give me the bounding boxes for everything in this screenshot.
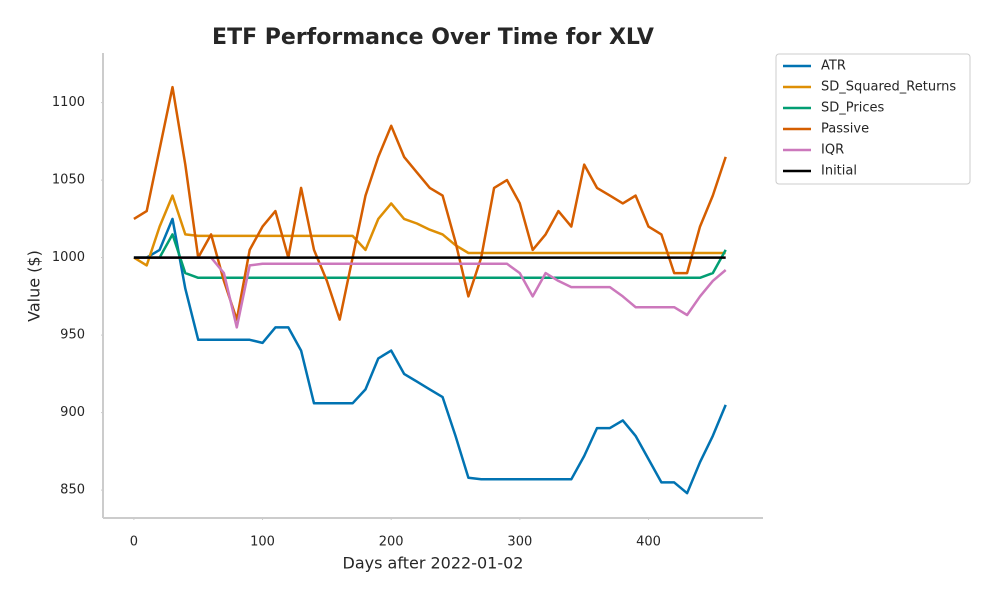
y-axis-label: Value ($) — [25, 250, 44, 322]
legend-label: IQR — [821, 143, 844, 158]
x-tick-label: 400 — [636, 535, 661, 550]
series-line — [133, 194, 726, 267]
x-tick-label: 100 — [250, 535, 275, 550]
legend-label: Passive — [821, 122, 869, 137]
chart-title: ETF Performance Over Time for XLV — [212, 25, 654, 50]
legend-label: SD_Squared_Returns — [821, 80, 956, 95]
y-tick-label: 900 — [60, 405, 85, 420]
series-line — [133, 256, 727, 329]
legend-label: ATR — [821, 59, 846, 74]
x-axis-label: Days after 2022-01-02 — [343, 554, 524, 573]
y-tick-label: 850 — [60, 483, 85, 498]
legend — [775, 53, 971, 185]
x-tick-label: 0 — [130, 535, 138, 550]
x-tick-label: 300 — [507, 535, 532, 550]
series-line — [133, 233, 727, 280]
legend-label: SD_Prices — [821, 101, 884, 116]
y-tick-label: 1100 — [52, 95, 85, 110]
series-line — [133, 85, 727, 321]
y-tick-label: 1000 — [52, 250, 85, 265]
legend-label: Initial — [821, 164, 857, 179]
y-tick-label: 950 — [60, 328, 85, 343]
y-tick-label: 1050 — [52, 173, 85, 188]
x-tick-label: 200 — [379, 535, 404, 550]
series-line — [133, 217, 727, 495]
